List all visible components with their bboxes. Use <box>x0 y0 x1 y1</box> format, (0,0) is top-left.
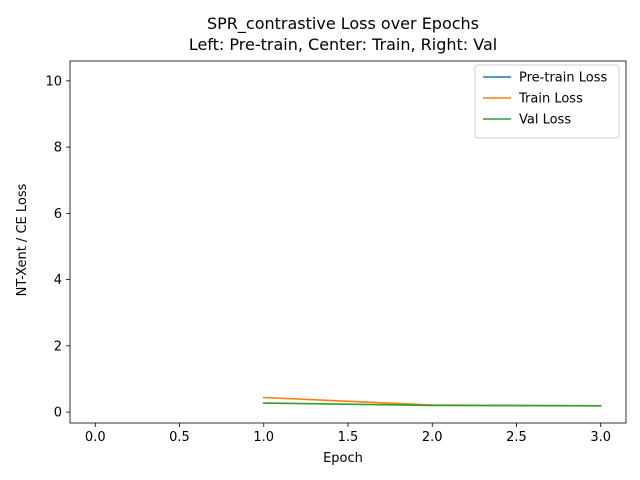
x-tick-label: 3.0 <box>590 430 611 445</box>
x-tick-label: 2.5 <box>506 430 527 445</box>
y-tick-label: 4 <box>54 273 62 288</box>
x-axis-label: Epoch <box>323 451 363 466</box>
y-tick-label: 6 <box>54 207 62 222</box>
x-tick-label: 1.0 <box>253 430 274 445</box>
y-tick-label: 2 <box>54 339 62 354</box>
plot-area: 0.0 0.5 1.0 1.5 2.0 2.5 3.0 0 2 4 6 8 10 Pre-train Lo… <box>45 60 627 445</box>
x-tick-label: 0.5 <box>169 430 190 445</box>
y-tick-label: 8 <box>54 141 62 156</box>
series-line-val-loss <box>262 402 602 407</box>
chart-subtitle: Left: Pre-train, Center: Train, Right: V… <box>189 35 497 54</box>
x-tick-label: 2.0 <box>422 430 443 445</box>
legend-label: Val Loss <box>519 113 571 128</box>
chart-title: SPR_contrastive Loss over Epochs <box>207 14 479 34</box>
y-axis-label: NT-Xent / CE Loss <box>15 183 30 296</box>
y-tick-label: 10 <box>45 74 62 89</box>
x-tick-label: 0.0 <box>85 430 106 445</box>
y-tick-label: 0 <box>54 406 62 421</box>
axes-frame <box>69 60 627 424</box>
x-tick-label: 1.5 <box>338 430 359 445</box>
legend-label: Train Loss <box>518 92 583 107</box>
legend-label: Pre-train Loss <box>519 71 607 86</box>
